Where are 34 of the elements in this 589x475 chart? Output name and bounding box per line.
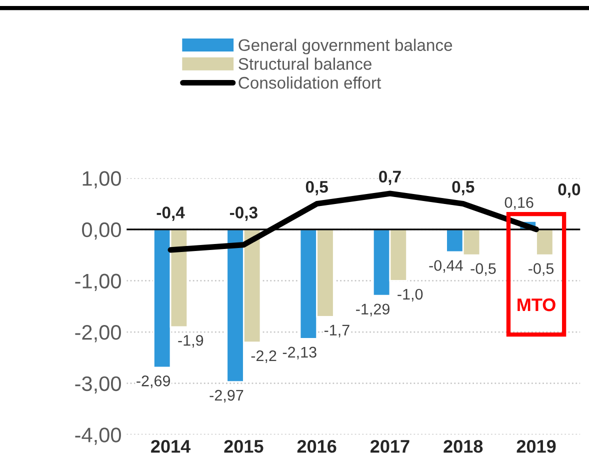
- data-label: -0,5: [470, 263, 496, 276]
- data-label: -1,9: [178, 334, 204, 348]
- x-tick-label: 2016: [297, 440, 336, 453]
- data-label: -0,4: [156, 206, 185, 221]
- y-tick-label: -1,00: [75, 274, 121, 291]
- data-label: -0,44: [429, 260, 463, 273]
- data-label: -0,5: [528, 263, 554, 276]
- x-tick-label: 2015: [224, 440, 264, 453]
- legend-label: Structural balance: [238, 58, 372, 70]
- data-label: -1,29: [356, 304, 390, 316]
- data-label: -0,3: [230, 206, 258, 221]
- x-tick-label: 2018: [444, 440, 483, 453]
- y-tick-label: -2,00: [75, 325, 121, 342]
- data-label: -2,2: [251, 350, 276, 364]
- y-tick-label: -3,00: [75, 376, 121, 394]
- data-label: 0,0: [558, 184, 580, 198]
- y-tick-label: 0,00: [82, 222, 121, 240]
- x-tick-label: 2014: [151, 440, 191, 453]
- legend-label: General government balance: [238, 38, 452, 54]
- y-tick-label: 1,00: [82, 171, 121, 188]
- data-label: 0,5: [452, 180, 474, 196]
- y-tick-label: -4,00: [75, 428, 121, 445]
- data-label: -2,69: [136, 376, 170, 388]
- data-label: 0,7: [379, 170, 401, 185]
- legend-label: Consolidation effort: [238, 76, 382, 89]
- data-label: 0,5: [306, 180, 328, 196]
- data-label: -1,7: [324, 324, 350, 338]
- data-label: -2,13: [282, 346, 316, 360]
- data-label: -2,97: [210, 390, 244, 403]
- data-label: 0,16: [504, 197, 534, 210]
- x-tick-label: 2019: [516, 440, 556, 453]
- annotation: MTO: [518, 298, 556, 312]
- data-label: -1,0: [398, 288, 423, 302]
- x-tick-label: 2017: [370, 440, 410, 453]
